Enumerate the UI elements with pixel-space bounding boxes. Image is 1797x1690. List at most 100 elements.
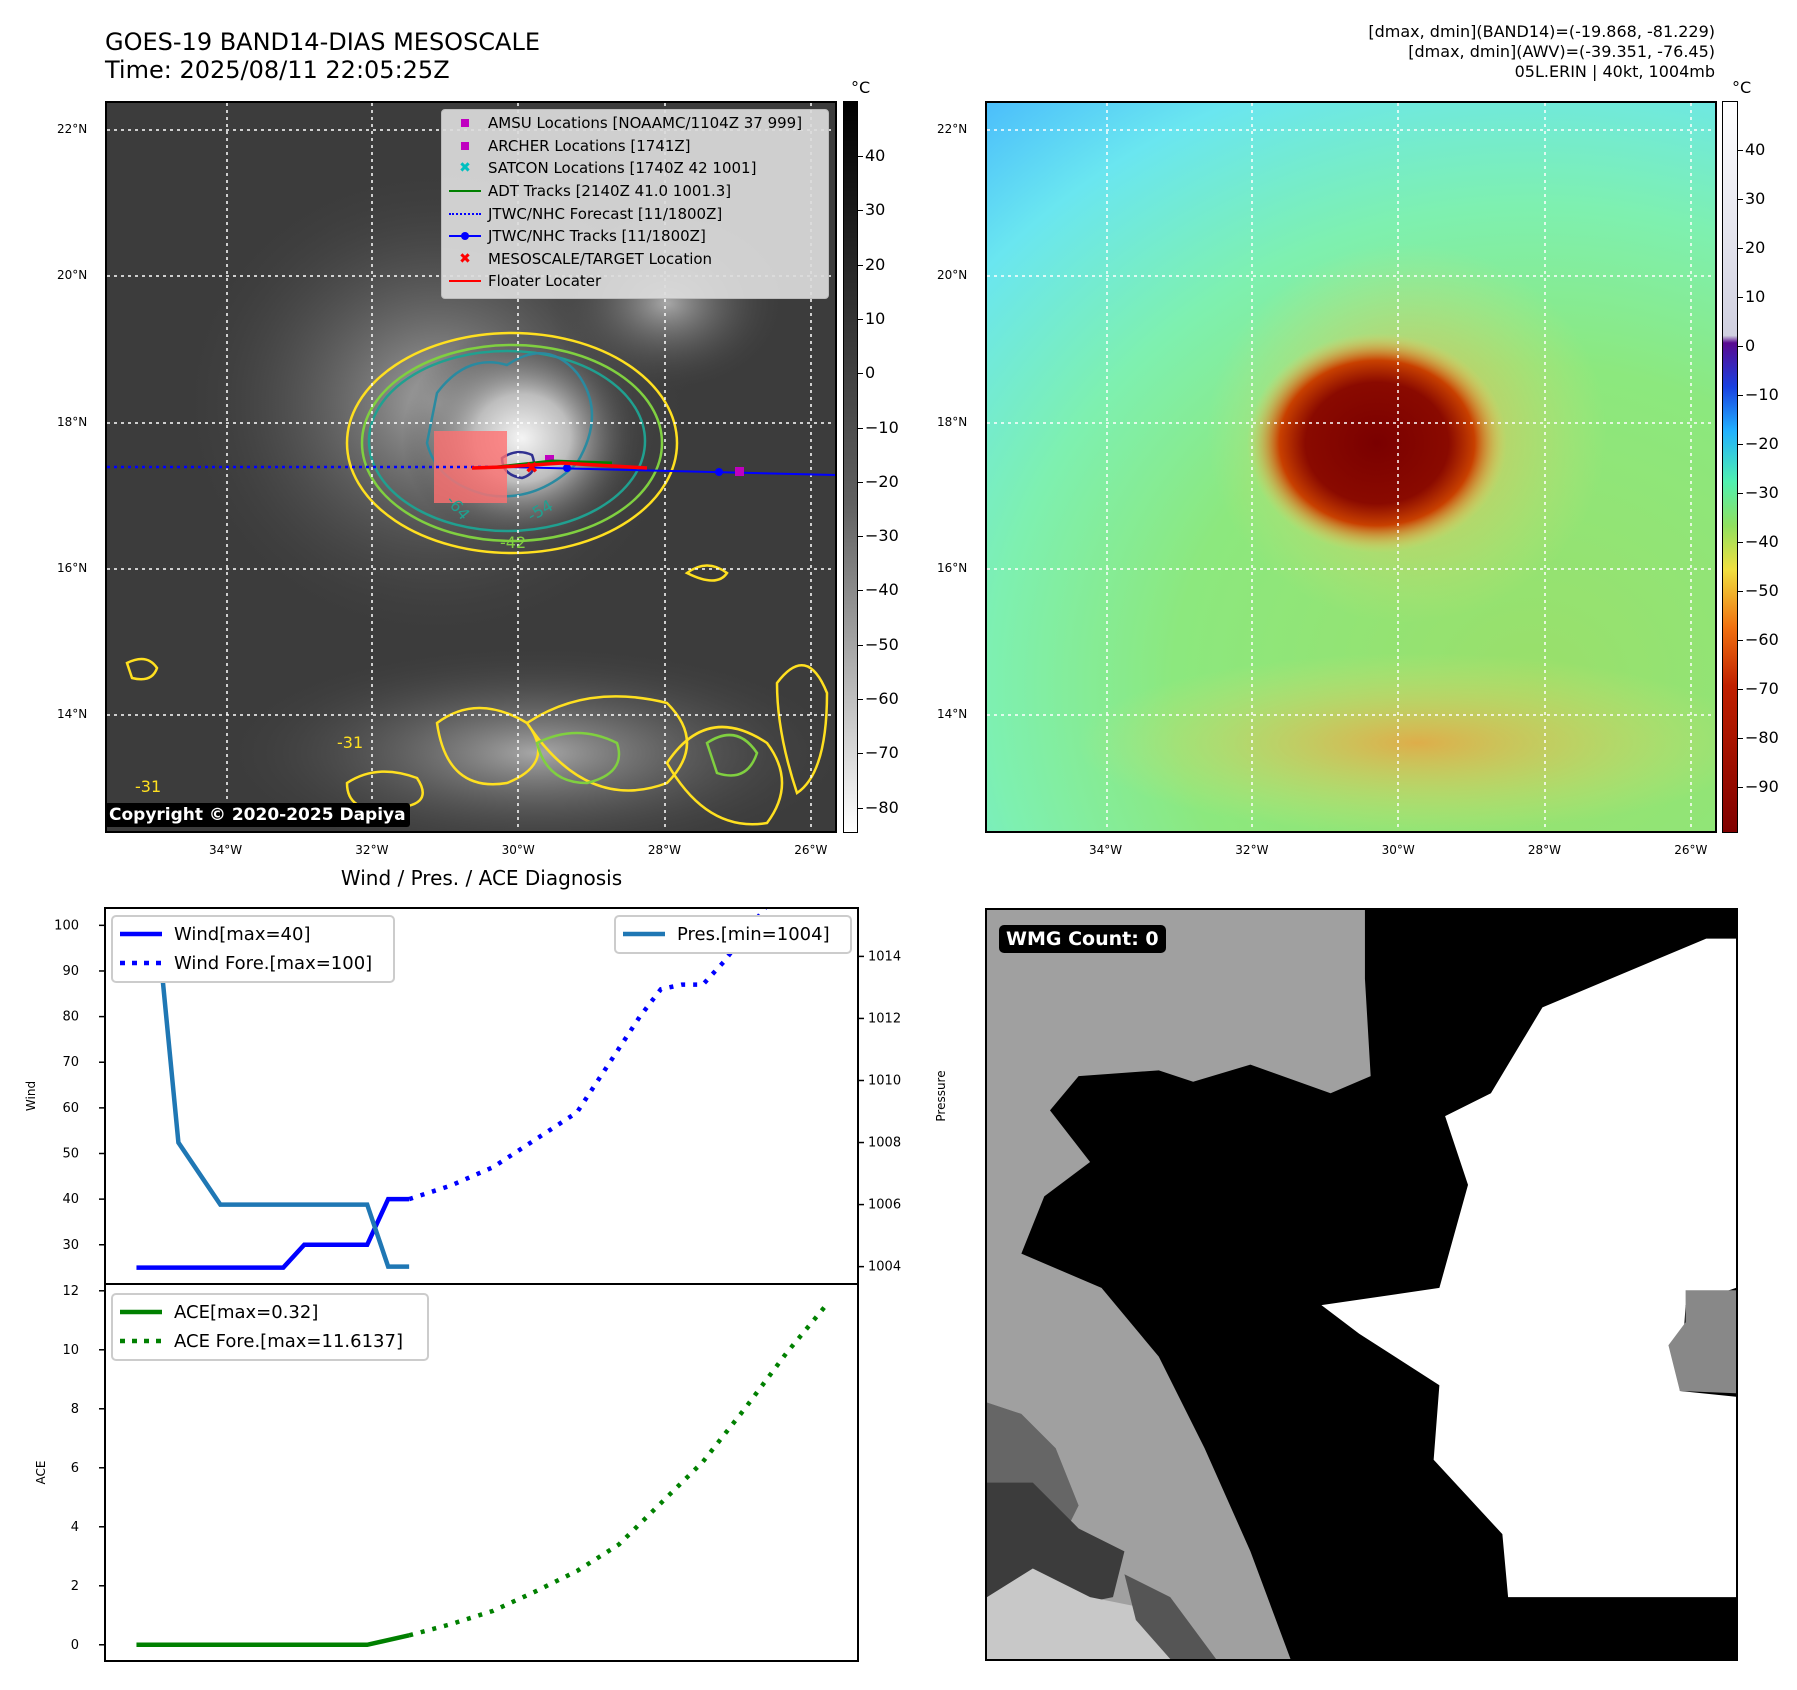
y-tick-label: 90 xyxy=(62,964,79,979)
chart-legend xyxy=(111,915,395,983)
colorbar-tick-label: 20 xyxy=(1745,238,1766,257)
best-track xyxy=(506,466,835,476)
colorbar-tick-label: −10 xyxy=(1745,385,1779,404)
colorbar-tick xyxy=(1738,542,1743,543)
legend-label: JTWC/NHC Tracks [11/1800Z] xyxy=(488,227,706,246)
contour-label: -42 xyxy=(500,533,527,552)
colorbar-tick-label: −70 xyxy=(1745,679,1779,698)
y-tick-label: 60 xyxy=(62,1101,79,1116)
awv-colorbar xyxy=(1722,101,1738,833)
colorbar-tick-label: −20 xyxy=(865,471,899,491)
archer-marker xyxy=(545,455,554,464)
map-gridlines xyxy=(987,103,1715,831)
legend-x-icon: ✖ xyxy=(459,250,471,267)
lon-label: 26°W xyxy=(794,843,828,857)
series-line-ace xyxy=(136,1633,410,1648)
legend-label: ACE Fore.[max=11.6137] xyxy=(174,1331,403,1352)
colorbar-tick xyxy=(858,318,863,320)
chart-legend xyxy=(614,915,852,954)
y-tick-label: 1006 xyxy=(868,1198,901,1213)
lat-label: 22°N xyxy=(57,122,88,136)
lat-label: 18°N xyxy=(937,414,968,429)
y-tick-label: 100 xyxy=(54,918,79,933)
awv-range: [dmax, dmin](AWV)=(-39.351, -76.45) xyxy=(1408,42,1715,61)
colorbar-tick xyxy=(1738,787,1743,788)
y-tick-label: 40 xyxy=(62,1192,79,1207)
diagnosis-title: Wind / Pres. / ACE Diagnosis xyxy=(340,866,623,890)
lat-label: 20°N xyxy=(57,268,88,283)
storm-info: [dmax, dmin](BAND14)=(-19.868, -81.229) … xyxy=(1368,22,1715,82)
lon-label: 28°W xyxy=(1527,843,1562,857)
colorbar-tick-label: 20 xyxy=(865,254,886,274)
legend-label: Wind Fore.[max=100] xyxy=(174,953,372,974)
lat-label: 18°N xyxy=(57,414,88,429)
legend-label: ACE[max=0.32] xyxy=(174,1302,318,1323)
colorbar-tick xyxy=(1738,297,1743,298)
colorbar-tick-label: −60 xyxy=(865,689,899,708)
y-tick-label: 2 xyxy=(71,1579,79,1594)
colorbar-tick xyxy=(858,210,863,212)
storm-status: 05L.ERIN | 40kt, 1004mb xyxy=(1514,62,1715,81)
legend-label: AMSU Locations [NOAAMC/1104Z 37 999] xyxy=(488,114,803,133)
awv-imagery xyxy=(987,103,1715,831)
legend-label: ARCHER Locations [1741Z] xyxy=(488,136,691,155)
series-line-wind xyxy=(136,1196,410,1270)
y-tick-label: 12 xyxy=(62,1284,79,1299)
awv-map xyxy=(985,101,1717,833)
lon-label: 34°W xyxy=(209,843,243,857)
lon-label: 30°W xyxy=(501,843,535,857)
y-tick-label: 1010 xyxy=(868,1073,901,1088)
legend-item: JTWC/NHC Tracks [11/1800Z] xyxy=(442,225,828,248)
lat-label: 16°N xyxy=(57,560,88,575)
colorbar-tick xyxy=(1738,150,1743,151)
lon-label: 32°W xyxy=(1235,843,1269,857)
lon-label: 30°W xyxy=(1381,843,1415,857)
title-product: GOES-19 BAND14-DIAS MESOSCALE xyxy=(105,28,541,56)
legend-item: JTWC/NHC Forecast [11/1800Z] xyxy=(442,202,828,225)
legend-item: ARCHER Locations [1741Z] xyxy=(442,135,828,158)
colorbar-tick xyxy=(858,156,863,157)
colorbar-tick xyxy=(1738,248,1743,249)
colorbar-tick-label: −30 xyxy=(1745,483,1779,502)
legend-line-icon xyxy=(442,190,488,193)
y-tick-label: 50 xyxy=(62,1146,79,1161)
colorbar-tick xyxy=(1738,346,1743,347)
lat-label: 22°N xyxy=(937,122,968,136)
ir-satellite-map: ✖ -31 -31 -64 -54 -42 AMSU Locations [NO… xyxy=(105,101,837,833)
y-tick-label: 10 xyxy=(62,1343,79,1358)
y-tick-label: 1004 xyxy=(868,1260,901,1275)
colorbar-tick-label: −40 xyxy=(865,580,899,600)
colorbar-tick-label: −70 xyxy=(865,743,899,763)
colorbar-tick xyxy=(1738,395,1743,396)
colorbar-tick-label: 30 xyxy=(1745,189,1766,208)
colorbar-tick-label: −90 xyxy=(1745,777,1779,796)
legend-label: SATCON Locations [1740Z 42 1001] xyxy=(488,159,757,178)
legend-label: JTWC/NHC Forecast [11/1800Z] xyxy=(488,204,723,223)
colorbar-tick-label: 10 xyxy=(865,308,886,328)
colorbar-tick xyxy=(858,699,863,700)
colorbar-tick-label: −80 xyxy=(1745,728,1779,747)
contour-label: -31 xyxy=(135,777,162,796)
series-line-wind-fore- xyxy=(408,908,768,1202)
colorbar-tick xyxy=(1738,640,1743,641)
colorbar-tick-label: −60 xyxy=(1745,630,1779,649)
colorbar-tick xyxy=(1738,444,1743,445)
band14-range: [dmax, dmin](BAND14)=(-19.868, -81.229) xyxy=(1368,22,1715,41)
colorbar-tick xyxy=(1738,738,1743,739)
pressure-axis-label: Pressure xyxy=(934,1070,948,1121)
figure-title: GOES-19 BAND14-DIAS MESOSCALE Time: 2025/… xyxy=(105,28,540,84)
y-tick-label: 80 xyxy=(62,1010,79,1025)
lon-label: 34°W xyxy=(1089,843,1123,857)
colorbar-tick xyxy=(858,373,863,375)
colorbar-tick xyxy=(1738,591,1743,592)
colorbar-tick xyxy=(858,481,863,483)
lon-label: 28°W xyxy=(647,843,682,857)
legend-square-icon xyxy=(442,119,488,128)
colorbar-tick xyxy=(858,536,863,538)
legend-dotted-icon xyxy=(442,212,488,215)
legend-item: ADT Tracks [2140Z 41.0 1001.3] xyxy=(442,180,828,203)
colorbar-tick xyxy=(858,753,863,755)
lat-label: 14°N xyxy=(937,707,968,722)
ir-colorbar xyxy=(843,101,858,833)
